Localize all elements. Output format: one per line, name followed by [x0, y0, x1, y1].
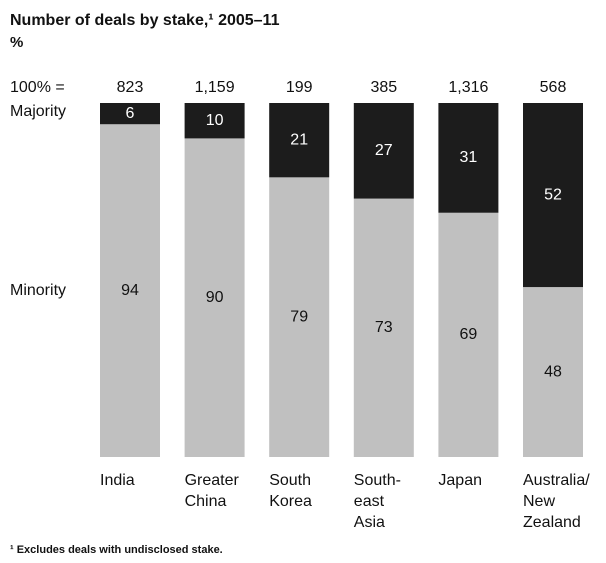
- value-label: 31: [460, 149, 478, 166]
- total-label: 1,316: [448, 79, 488, 96]
- series-label: Majority: [10, 103, 66, 120]
- category-label: Greater China: [184, 472, 239, 510]
- series-label: Minority: [10, 282, 66, 299]
- bar-segment: [100, 124, 160, 458]
- total-label: 568: [540, 79, 567, 96]
- chart-subtitle: %: [10, 34, 24, 51]
- value-label: 90: [206, 289, 224, 306]
- value-label: 79: [290, 308, 308, 325]
- total-label: 823: [117, 79, 144, 96]
- category-label: India: [100, 472, 135, 489]
- category-label: Japan: [438, 472, 482, 489]
- value-label: 48: [544, 363, 562, 380]
- bar-segment: [438, 212, 499, 457]
- bar-segment: [523, 103, 583, 288]
- value-label: 52: [544, 186, 562, 203]
- value-label: 69: [460, 326, 478, 343]
- bar-segment: [269, 103, 330, 178]
- category-label: Australia/ New Zealand: [523, 472, 590, 531]
- bar-segment: [184, 103, 245, 139]
- chart-title: Number of deals by stake,¹ 2005–11: [10, 12, 280, 29]
- bar-segment: [269, 177, 330, 457]
- bar-segment: [353, 198, 414, 457]
- total-label: 385: [370, 79, 397, 96]
- category-label: South Korea: [269, 472, 312, 510]
- value-label: 10: [206, 112, 224, 129]
- bar-segment: [523, 287, 583, 457]
- value-label: 94: [121, 282, 139, 299]
- category-label: South- east Asia: [353, 472, 401, 531]
- bar-segment: [100, 103, 160, 125]
- bar-segment: [353, 103, 414, 199]
- total-prefix: 100% =: [10, 79, 65, 96]
- value-label: 73: [375, 319, 393, 336]
- total-label: 199: [286, 79, 313, 96]
- total-label: 1,159: [195, 79, 235, 96]
- value-label: 21: [290, 131, 308, 148]
- bar-segment: [438, 103, 499, 213]
- footnote: ¹ Excludes deals with undisclosed stake.: [10, 544, 223, 556]
- bar-segment: [184, 138, 245, 457]
- value-label: 6: [126, 105, 135, 122]
- value-label: 27: [375, 142, 393, 159]
